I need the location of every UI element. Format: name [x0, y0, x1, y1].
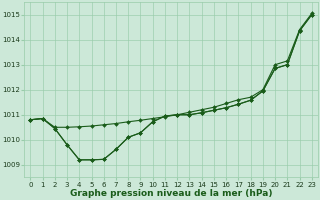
X-axis label: Graphe pression niveau de la mer (hPa): Graphe pression niveau de la mer (hPa): [70, 189, 272, 198]
